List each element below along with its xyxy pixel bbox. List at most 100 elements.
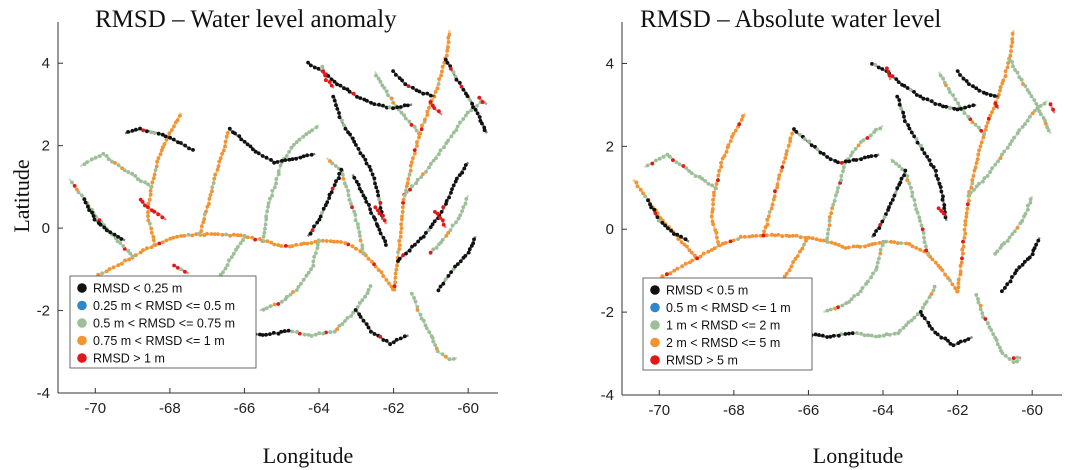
scatter-marks [68, 30, 488, 362]
scatter-point [447, 357, 452, 362]
scatter-point [464, 197, 469, 201]
scatter-point [276, 331, 281, 336]
scatter-point [238, 241, 243, 246]
scatter-point [932, 284, 937, 289]
scatter-point [985, 174, 990, 178]
scatter-point [295, 330, 299, 334]
scatter-point [967, 104, 972, 109]
scatter-point [951, 93, 955, 97]
scatter-point [1036, 105, 1040, 109]
scatter-point [440, 64, 445, 69]
scatter-point [683, 261, 688, 266]
scatter-point [964, 211, 969, 216]
scatter-point [915, 140, 920, 145]
scatter-point [208, 193, 213, 197]
scatter-point [958, 272, 963, 277]
scatter-point [423, 323, 428, 328]
scatter-point [741, 114, 745, 118]
scatter-point [969, 185, 974, 190]
scatter-point [301, 277, 306, 282]
scatter-point [156, 131, 161, 136]
scatter-point [287, 149, 291, 154]
scatter-point [936, 263, 941, 268]
scatter-point [919, 223, 924, 228]
scatter-point [395, 263, 399, 268]
scatter-point [936, 177, 940, 181]
scatter-point [652, 207, 657, 212]
scatter-point [229, 255, 234, 259]
scatter-point [1034, 102, 1039, 106]
scatter-point [398, 243, 402, 248]
scatter-point [311, 263, 316, 268]
scatter-point [444, 202, 448, 206]
scatter-point [320, 64, 325, 69]
scatter-point [961, 76, 966, 81]
scatter-point [362, 251, 366, 256]
scatter-point [429, 161, 433, 166]
scatter-point [201, 220, 206, 225]
scatter-point [269, 158, 273, 162]
scatter-point [381, 274, 386, 278]
scatter-point [864, 282, 868, 286]
scatter-point [852, 294, 856, 298]
scatter-point [407, 248, 412, 253]
scatter-point [334, 179, 338, 184]
scatter-point [962, 227, 967, 232]
scatter-point [948, 90, 952, 94]
scatter-point [856, 143, 861, 148]
scatter-point [283, 297, 288, 302]
scatter-point [381, 338, 386, 342]
scatter-point [284, 244, 288, 248]
scatter-point [394, 267, 399, 272]
scatter-point [421, 91, 426, 96]
scatter-point [850, 331, 855, 336]
scatter-point [455, 124, 460, 129]
scatter-point [261, 234, 266, 239]
scatter-point [127, 257, 131, 262]
scatter-point [866, 333, 871, 338]
scatter-point [253, 237, 257, 242]
scatter-point [960, 247, 965, 252]
scatter-point [415, 140, 419, 145]
y-tick-label: -2 [37, 303, 50, 320]
scatter-point [475, 111, 480, 116]
scatter-point [324, 239, 329, 243]
scatter-point [941, 104, 945, 109]
scatter-point [840, 244, 845, 249]
scatter-point [307, 130, 312, 135]
scatter-point [287, 244, 292, 249]
scatter-point [218, 272, 223, 277]
scatter-point [861, 138, 866, 143]
scatter-point [356, 147, 361, 151]
scatter-point [217, 159, 222, 164]
scatter-point [389, 284, 394, 289]
scatter-point [973, 122, 978, 127]
scatter-point [765, 222, 770, 227]
legend-swatch [77, 335, 87, 346]
scatter-point [983, 127, 988, 132]
scatter-point [998, 246, 1003, 250]
scatter-point [1026, 207, 1030, 212]
scatter-point [710, 219, 715, 224]
scatter-point [152, 209, 157, 214]
scatter-point [444, 234, 449, 238]
scatter-point [1037, 109, 1042, 114]
scatter-point [410, 184, 414, 189]
scatter-point [158, 152, 163, 157]
scatter-point [856, 292, 860, 297]
scatter-point [231, 251, 236, 256]
scatter-point [183, 143, 188, 148]
scatter-point [443, 277, 448, 282]
scatter-point [884, 212, 888, 217]
scatter-point [328, 330, 333, 334]
scatter-point [384, 338, 389, 343]
scatter-point [841, 165, 846, 170]
river-reach [392, 30, 451, 291]
scatter-point [186, 232, 191, 237]
scatter-point [955, 107, 960, 112]
scatter-point [383, 239, 388, 244]
scatter-point [440, 69, 444, 74]
scatter-point [376, 76, 381, 81]
scatter-point [450, 187, 454, 192]
scatter-point [1029, 94, 1034, 99]
